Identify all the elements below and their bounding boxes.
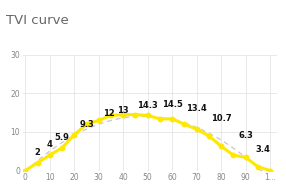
Text: 12: 12 — [103, 110, 114, 118]
Text: 13: 13 — [118, 106, 129, 115]
Text: 6.3: 6.3 — [238, 132, 253, 141]
Text: 2: 2 — [35, 148, 41, 157]
Text: 9.3: 9.3 — [79, 120, 94, 129]
Text: 14.5: 14.5 — [162, 100, 183, 109]
Text: 3.4: 3.4 — [255, 145, 270, 153]
Text: 13.4: 13.4 — [186, 104, 207, 113]
Text: 4: 4 — [47, 140, 53, 149]
Text: 14.3: 14.3 — [137, 101, 158, 110]
Text: 10.7: 10.7 — [211, 114, 231, 123]
Text: 5.9: 5.9 — [55, 133, 69, 142]
Text: TVI curve: TVI curve — [6, 14, 68, 27]
